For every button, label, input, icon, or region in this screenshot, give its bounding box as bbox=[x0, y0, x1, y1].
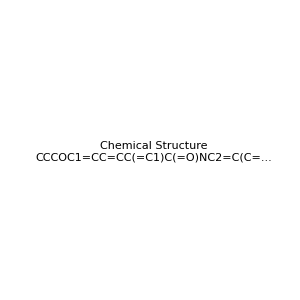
Text: Chemical Structure
CCCOC1=CC=CC(=C1)C(=O)NC2=C(C=...: Chemical Structure CCCOC1=CC=CC(=C1)C(=O… bbox=[35, 141, 272, 162]
